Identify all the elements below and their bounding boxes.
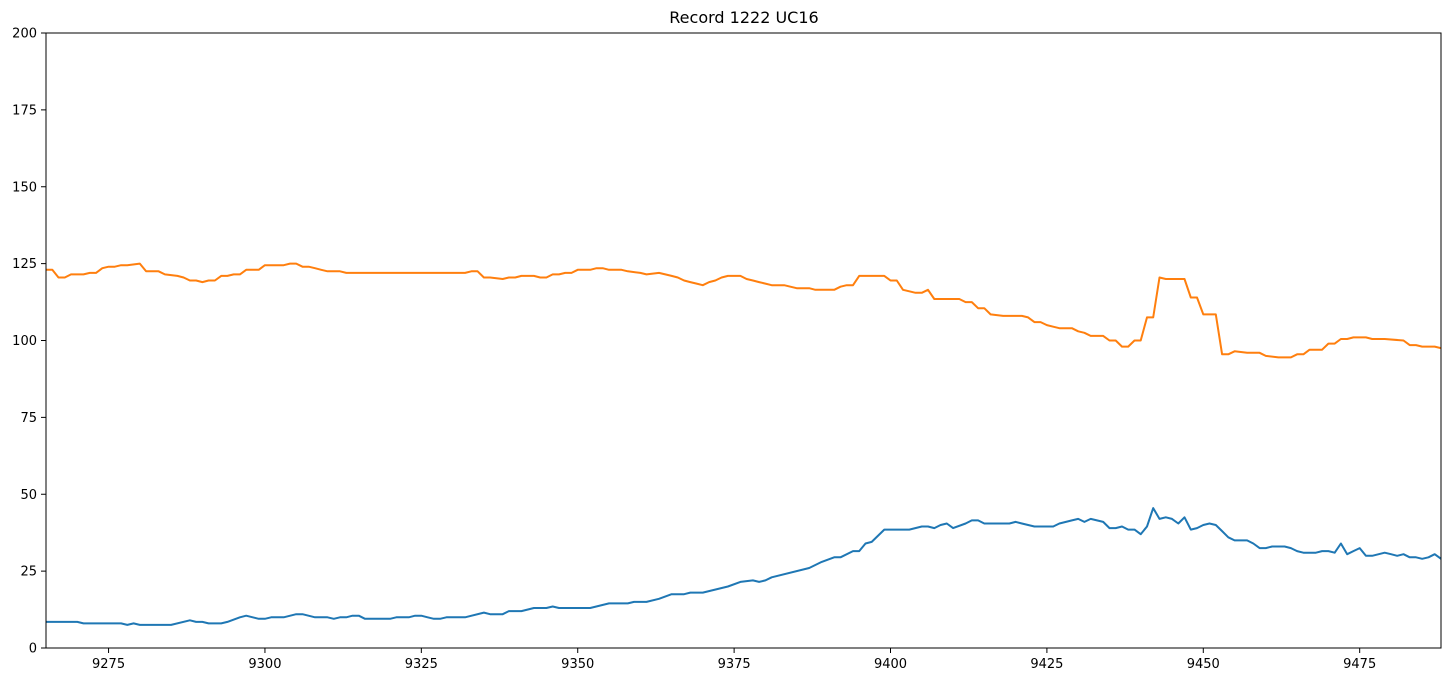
y-axis: 0 25 50 75 100 125 150 175 200 (12, 27, 46, 657)
x-tick-label: 9450 (1187, 657, 1220, 672)
x-tick-label: 9300 (248, 657, 281, 672)
series-layer (46, 262, 1441, 626)
y-tick-label: 175 (12, 103, 37, 118)
chart-title: Record 1222 UC16 (669, 8, 818, 27)
x-tick-label: 9325 (405, 657, 438, 672)
y-tick-label: 25 (20, 565, 37, 580)
x-tick-label: 9425 (1030, 657, 1063, 672)
plot-area-frame (45, 32, 1442, 649)
y-tick-label: 0 (29, 642, 37, 657)
y-tick-label: 75 (20, 411, 37, 426)
x-tick-label: 9475 (1343, 657, 1376, 672)
y-tick-label: 100 (12, 334, 37, 349)
series-line-1 (46, 507, 1441, 626)
x-tick-label: 9350 (561, 657, 594, 672)
y-tick-label: 50 (20, 488, 37, 503)
x-tick-label: 9275 (92, 657, 125, 672)
y-tick-label: 200 (12, 27, 37, 42)
x-axis: 9275 9300 9325 9350 9375 9400 9425 9450 9475 (92, 648, 1376, 672)
y-tick-label: 125 (12, 257, 37, 272)
x-tick-label: 9400 (874, 657, 907, 672)
series-line-2 (46, 262, 1441, 359)
x-tick-label: 9375 (718, 657, 751, 672)
y-tick-label: 150 (12, 180, 37, 195)
